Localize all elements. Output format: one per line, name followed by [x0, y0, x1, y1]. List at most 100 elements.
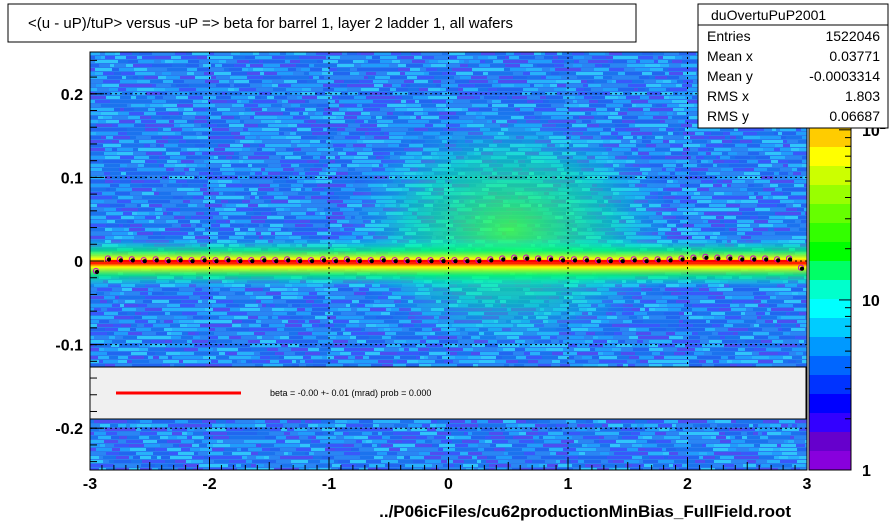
heatmap-cell	[684, 216, 689, 219]
heatmap-cell	[359, 296, 365, 299]
heatmap-cell	[207, 176, 222, 179]
heatmap-cell	[718, 332, 733, 335]
heatmap-cell	[224, 208, 236, 211]
heatmap-cell	[568, 108, 580, 111]
heatmap-cell	[689, 216, 701, 219]
heatmap-cell	[211, 196, 216, 199]
heatmap-cell	[107, 308, 122, 311]
heatmap-cell	[293, 172, 299, 175]
heatmap-cell	[683, 132, 689, 135]
heatmap-cell	[711, 224, 725, 227]
heatmap-cell	[112, 288, 122, 291]
heatmap-cell	[230, 220, 235, 223]
heatmap-cell	[469, 60, 475, 63]
heatmap-cell	[384, 100, 395, 103]
heatmap-cell	[322, 144, 327, 147]
heatmap-cell	[219, 328, 226, 331]
heatmap-cell	[196, 224, 202, 227]
heatmap-cell	[284, 220, 300, 223]
heatmap-cell	[697, 188, 709, 191]
heatmap-cell	[576, 88, 584, 91]
heatmap-cell	[207, 188, 214, 191]
heatmap-cell	[405, 72, 420, 75]
heatmap-cell	[331, 152, 338, 155]
heatmap-cell	[314, 300, 323, 303]
heatmap-cell	[267, 320, 282, 323]
heatmap-cell	[138, 200, 148, 203]
heatmap-cell	[395, 96, 402, 99]
heatmap-cell	[90, 56, 95, 59]
heatmap-cell	[354, 148, 363, 151]
heatmap-cell	[782, 132, 796, 135]
heatmap-cell	[181, 160, 194, 163]
heatmap-cell	[203, 168, 211, 171]
heatmap-cell	[142, 192, 154, 195]
heatmap-cell	[775, 324, 781, 327]
heatmap-cell	[375, 76, 390, 79]
heatmap-cell	[707, 208, 723, 211]
heatmap-cell	[90, 120, 98, 123]
heatmap-cell	[415, 332, 430, 335]
heatmap-cell	[288, 200, 300, 203]
heatmap-cell	[784, 300, 801, 303]
heatmap-cell	[488, 88, 497, 91]
heatmap-cell	[618, 132, 631, 135]
heatmap-cell	[90, 188, 106, 191]
heatmap-cell	[694, 192, 700, 195]
heatmap-cell	[735, 156, 750, 159]
heatmap-cell	[791, 192, 806, 195]
heatmap-cell	[104, 164, 120, 167]
heatmap-cell	[182, 184, 188, 187]
heatmap-cell	[356, 100, 373, 103]
heatmap-cell	[273, 60, 285, 63]
heatmap-cell	[708, 296, 716, 299]
heatmap-cell	[271, 168, 283, 171]
heatmap-cell	[237, 100, 241, 103]
heatmap-cell	[324, 108, 339, 111]
heatmap-cell	[658, 172, 670, 175]
heatmap-cell	[679, 132, 683, 135]
heatmap-cell	[353, 56, 366, 59]
heatmap-cell	[114, 316, 130, 319]
heatmap-cell	[229, 124, 244, 127]
heatmap-cell	[114, 236, 122, 239]
heatmap-cell	[190, 188, 194, 191]
heatmap-cell	[131, 200, 138, 203]
heatmap-cell	[610, 64, 623, 67]
heatmap-cell	[133, 148, 138, 151]
heatmap-cell	[200, 188, 207, 191]
heatmap-cell	[300, 220, 310, 223]
heatmap-cell	[167, 212, 173, 215]
heatmap-cell	[540, 96, 546, 99]
heatmap-cell	[295, 228, 303, 231]
heatmap-cell	[519, 56, 535, 59]
heatmap-cell	[534, 108, 548, 111]
heatmap-cell	[317, 184, 323, 187]
heatmap-cell	[98, 304, 107, 307]
heatmap-cell	[296, 188, 301, 191]
heatmap-cell	[118, 132, 127, 135]
heatmap-cell	[805, 316, 807, 319]
heatmap-cell	[90, 336, 94, 339]
heatmap-cell	[553, 56, 558, 59]
heatmap-cell	[108, 140, 112, 143]
heatmap-cell	[456, 112, 466, 115]
heatmap-cell	[302, 88, 311, 91]
heatmap-cell	[363, 108, 380, 111]
heatmap-cell	[118, 212, 123, 215]
heatmap-cell	[730, 304, 739, 307]
heatmap-cell	[419, 100, 432, 103]
heatmap-cell	[298, 320, 305, 323]
heatmap-cell	[327, 192, 334, 195]
heatmap-cell	[583, 84, 588, 87]
heatmap-cell	[745, 304, 752, 307]
heatmap-cell	[305, 116, 310, 119]
heatmap-cell	[305, 196, 311, 199]
heatmap-cell	[319, 172, 326, 175]
heatmap-cell	[188, 232, 194, 235]
heatmap-cell	[424, 92, 432, 95]
heatmap-cell	[105, 52, 115, 55]
heatmap-cell	[735, 144, 747, 147]
heatmap-cell	[713, 232, 720, 235]
heatmap-cell	[402, 104, 406, 107]
